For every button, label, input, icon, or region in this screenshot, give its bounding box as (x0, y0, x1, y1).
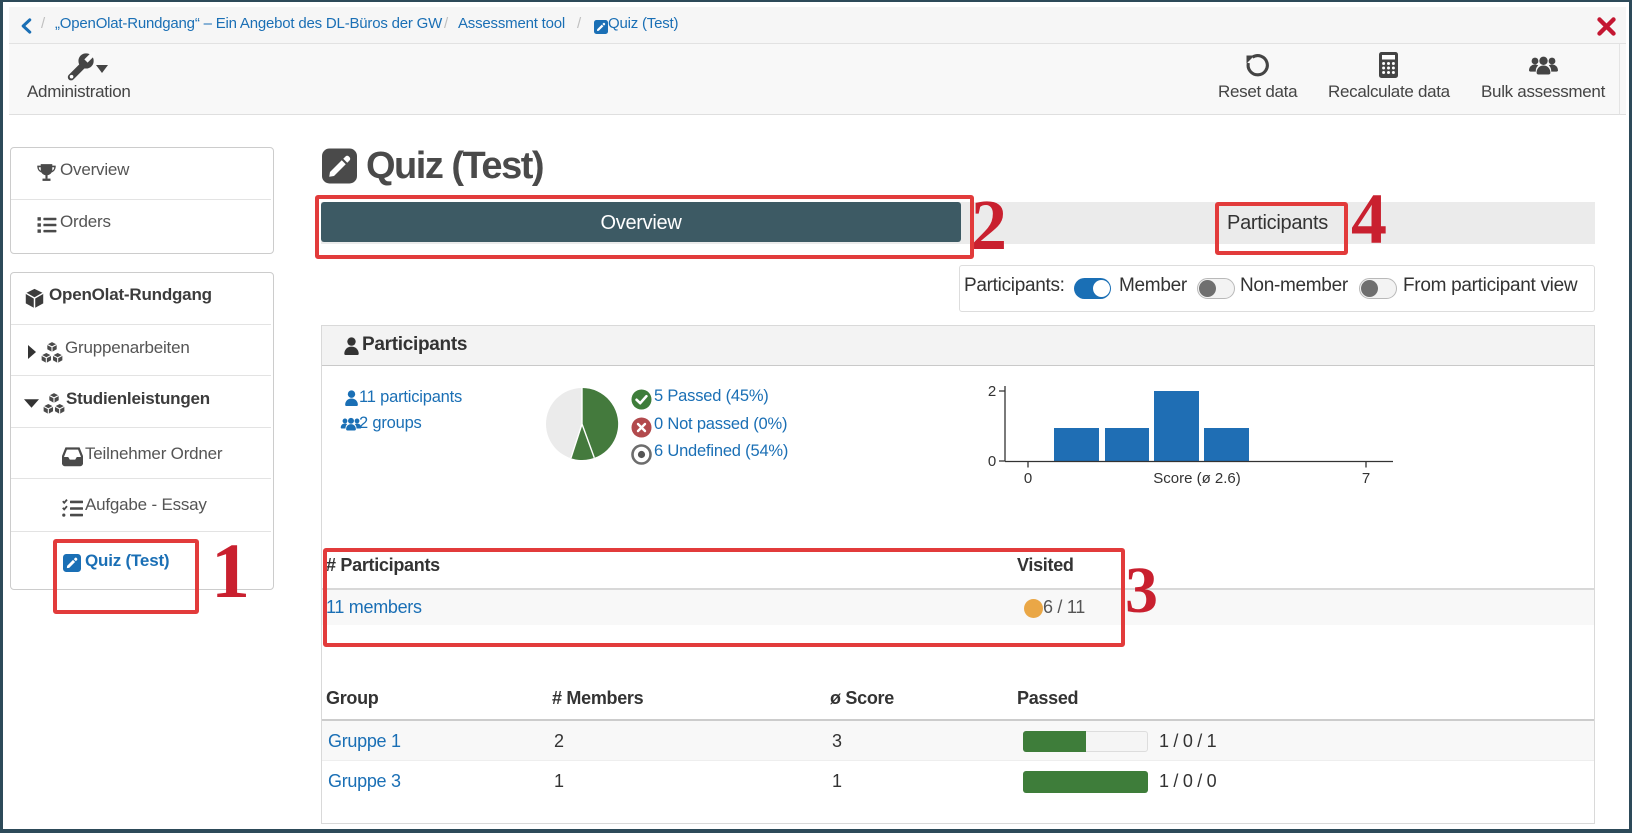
svg-text:0: 0 (1024, 470, 1032, 487)
svg-text:2: 2 (988, 383, 996, 400)
svg-text:0: 0 (988, 453, 996, 470)
svg-text:7: 7 (1362, 470, 1370, 487)
svg-text:Score (ø 2.6): Score (ø 2.6) (1153, 470, 1241, 487)
